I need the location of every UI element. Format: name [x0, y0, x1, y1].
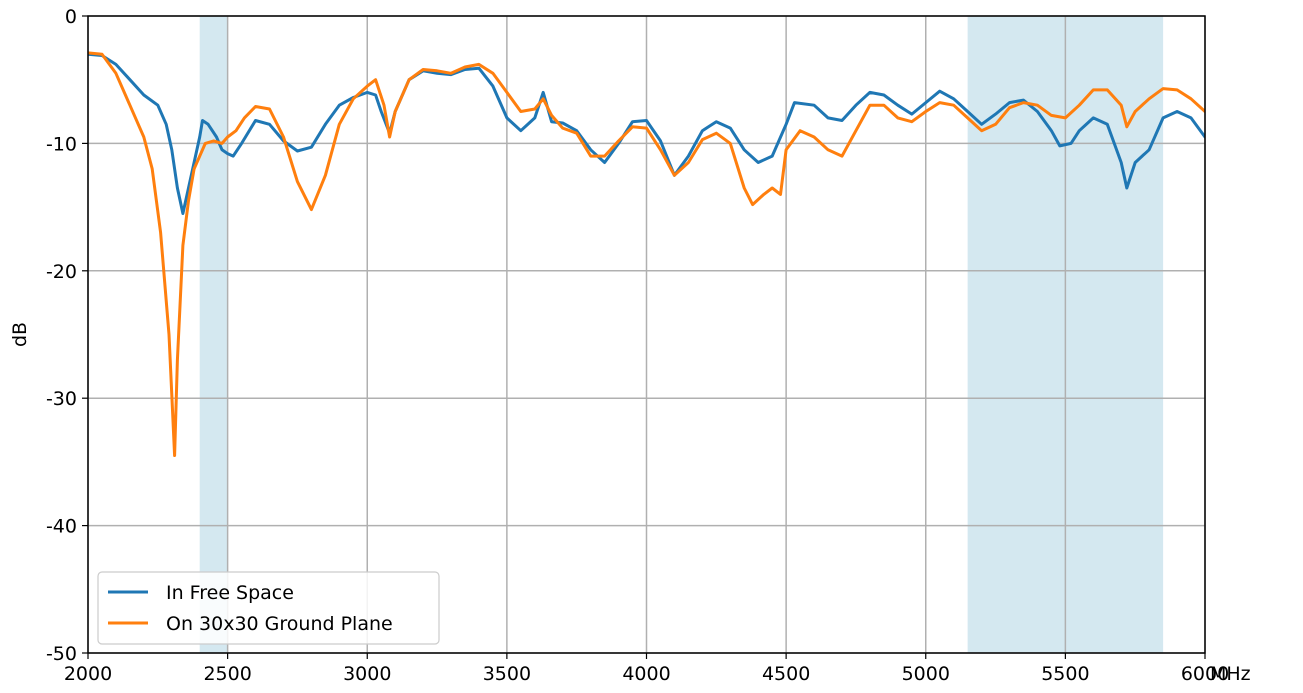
series-line-2	[88, 51, 1205, 457]
x-tick-label: 4500	[762, 663, 810, 685]
x-axis-label: MHz	[1210, 663, 1251, 685]
x-tick-label: 2500	[203, 663, 251, 685]
series-lines	[88, 51, 1205, 457]
x-axis-ticks: 2000 2500 3000 3500 4000 4500 5000 5500 6000	[64, 653, 1229, 685]
y-tick-label: 0	[65, 6, 77, 28]
y-tick-label: -30	[46, 388, 77, 410]
x-tick-label: 3000	[343, 663, 391, 685]
y-tick-label: -40	[46, 516, 77, 538]
y-tick-label: -20	[46, 261, 77, 283]
x-tick-label: 3500	[483, 663, 531, 685]
y-axis-label: dB	[9, 322, 31, 347]
x-tick-label: 2000	[64, 663, 112, 685]
x-tick-label: 5500	[1041, 663, 1089, 685]
legend-label-2: On 30x30 Ground Plane	[166, 613, 393, 635]
legend: In Free Space On 30x30 Ground Plane	[97, 571, 440, 645]
y-tick-label: -10	[46, 133, 77, 155]
x-tick-label: 4000	[622, 663, 670, 685]
y-axis-ticks: 0 -10 -20 -30 -40 -50	[46, 6, 88, 665]
x-tick-label: 6000	[1181, 663, 1229, 685]
legend-box	[97, 571, 440, 645]
y-tick-label: -50	[46, 643, 77, 665]
legend-label-1: In Free Space	[166, 582, 294, 604]
shaded-band-1	[199, 16, 228, 653]
shaded-bands	[199, 16, 1164, 653]
x-tick-label: 5000	[902, 663, 950, 685]
